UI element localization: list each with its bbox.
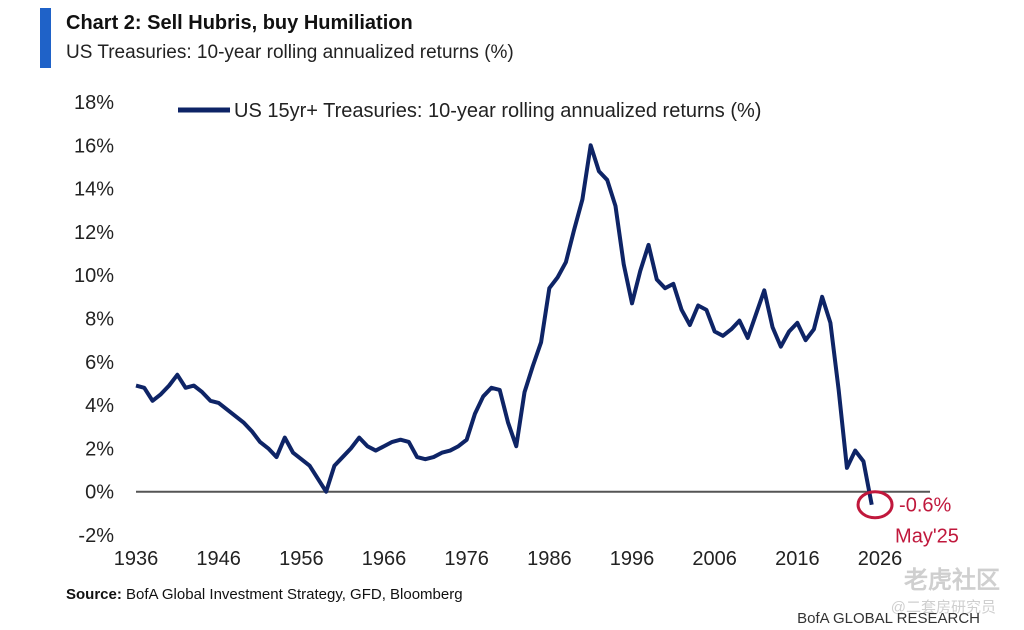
annotation-value: -0.6% (899, 495, 951, 517)
x-axis-ticks: 1936 1946 1956 1966 1976 1986 1996 2006 2016 2026 (114, 548, 903, 570)
x-tick-label: 1996 (610, 548, 655, 570)
y-tick-label: 14% (74, 179, 114, 201)
latest-value-circle (856, 490, 894, 520)
source-label: Source: (66, 586, 122, 603)
source-note: Source: BofA Global Investment Strategy,… (66, 586, 463, 603)
title-accent-bar (40, 8, 51, 68)
latest-value-annotation: -0.6% May'25 (856, 490, 959, 548)
series-layer (135, 143, 874, 506)
line-chart: 18% 16% 14% 12% 10% 8% 6% 4% 2% 0% -2% 1936 1946 195… (74, 92, 959, 570)
watermark: 老虎社区 (904, 567, 1000, 594)
brand-footer: BofA GLOBAL RESEARCH (797, 610, 980, 627)
y-tick-label: 12% (74, 222, 114, 244)
legend-label: US 15yr+ Treasuries: 10-year rolling ann… (234, 100, 761, 122)
x-tick-label: 2016 (775, 548, 820, 570)
y-tick-label: 0% (85, 482, 114, 504)
y-tick-label: 10% (74, 265, 114, 287)
y-tick-label: -2% (78, 525, 114, 547)
y-axis-ticks: 18% 16% 14% 12% 10% 8% 6% 4% 2% 0% -2% (74, 92, 114, 547)
y-tick-label: 6% (85, 352, 114, 374)
y-tick-label: 18% (74, 92, 114, 114)
y-tick-label: 16% (74, 135, 114, 157)
x-tick-label: 1986 (527, 548, 572, 570)
y-tick-label: 2% (85, 438, 114, 460)
watermark-handle: @二套房研究员 (890, 599, 996, 616)
x-tick-label: 1976 (444, 548, 489, 570)
y-tick-label: 8% (85, 309, 114, 331)
x-tick-label: 1956 (279, 548, 324, 570)
y-tick-label: 4% (85, 395, 114, 417)
x-tick-label: 2026 (858, 548, 903, 570)
chart-title: Chart 2: Sell Hubris, buy Humiliation (66, 12, 413, 34)
x-tick-label: 2006 (692, 548, 737, 570)
x-tick-label: 1946 (196, 548, 241, 570)
annotation-date: May'25 (895, 526, 959, 548)
series-line (135, 143, 874, 506)
legend: US 15yr+ Treasuries: 10-year rolling ann… (178, 100, 761, 122)
chart-subtitle: US Treasuries: 10-year rolling annualize… (66, 42, 514, 63)
x-tick-label: 1966 (362, 548, 407, 570)
x-tick-label: 1936 (114, 548, 159, 570)
source-text: BofA Global Investment Strategy, GFD, Bl… (126, 586, 463, 603)
